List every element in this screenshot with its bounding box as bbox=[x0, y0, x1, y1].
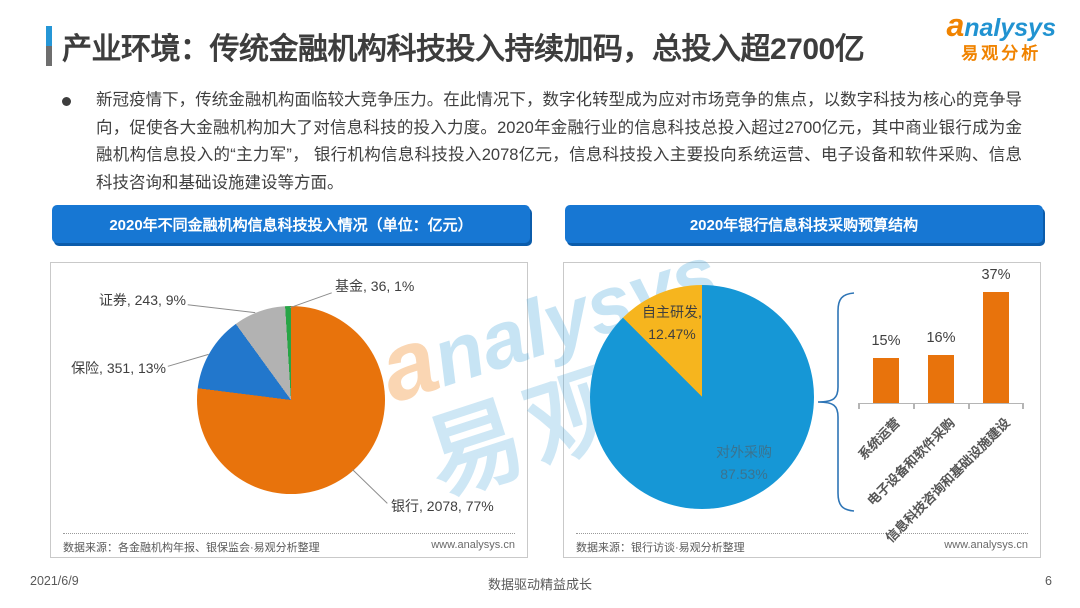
brace-connector bbox=[817, 292, 855, 512]
bar-hardware-software bbox=[928, 355, 954, 403]
right-chart-header: 2020年银行信息科技采购预算结构 bbox=[565, 205, 1043, 243]
left-source-site: www.analysys.cn bbox=[431, 539, 515, 551]
pie-callout-insurance: 保险, 351, 13% bbox=[71, 360, 166, 376]
axis-tick bbox=[968, 404, 970, 409]
logo-brand-text: nalysys bbox=[964, 14, 1056, 42]
bar-value-label: 16% bbox=[926, 330, 956, 346]
self-rd-pct: 12.47% bbox=[648, 326, 696, 342]
outsource-pct: 87.53% bbox=[720, 466, 768, 482]
footer-date: 2021/6/9 bbox=[30, 574, 79, 588]
right-source-site: www.analysys.cn bbox=[944, 539, 1028, 551]
logo-swirl-icon: a bbox=[946, 7, 965, 43]
outsource-name: 对外采购 bbox=[716, 444, 772, 460]
bar-category-label: 系统运营 bbox=[855, 415, 903, 463]
bar-system-ops bbox=[873, 358, 899, 403]
intro-paragraph: 新冠疫情下，传统金融机构面临较大竞争压力。在此情况下，数字化转型成为应对市场竞争… bbox=[96, 91, 1022, 192]
panel-divider bbox=[63, 533, 515, 534]
procurement-pie-chart bbox=[590, 285, 814, 509]
bar-consulting-infra bbox=[983, 292, 1009, 403]
right-data-source: 数据来源：银行访谈·易观分析整理 bbox=[576, 542, 745, 554]
pie-callout-fund: 基金, 36, 1% bbox=[335, 278, 415, 294]
pie-label-outsource: 对外采购 87.53% bbox=[694, 441, 794, 485]
axis-tick bbox=[1022, 404, 1024, 409]
pie-callout-securities: 证券, 243, 9% bbox=[98, 292, 186, 308]
page-title: 产业环境：传统金融机构科技投入持续加码，总投入超2700亿 bbox=[62, 33, 865, 66]
left-data-source: 数据来源：各金融机构年报、银保监会·易观分析整理 bbox=[63, 542, 320, 554]
axis-tick bbox=[858, 404, 860, 409]
logo-chinese-name: 易观分析 bbox=[961, 44, 1042, 63]
pie-label-self-rd: 自主研发, 12.47% bbox=[622, 301, 722, 345]
right-chart-panel: 自主研发, 12.47% 对外采购 87.53% 15% 16% 37% bbox=[563, 262, 1041, 558]
analysys-logo: analysys 易观分析 bbox=[946, 7, 1056, 65]
footer-slogan: 数据驱动精益成长 bbox=[487, 577, 592, 592]
left-chart-header: 2020年不同金融机构信息科技投入情况（单位：亿元） bbox=[52, 205, 530, 243]
pie-callout-bank: 银行, 2078, 77% bbox=[391, 498, 494, 514]
logo-wordmark: analysys bbox=[946, 7, 1056, 43]
budget-bar-chart: 15% 16% 37% bbox=[858, 263, 1024, 409]
panel-divider bbox=[576, 533, 1028, 534]
left-chart-panel: 基金, 36, 1% 证券, 243, 9% 保险, 351, 13% 银行, … bbox=[50, 262, 528, 558]
axis-tick bbox=[913, 404, 915, 409]
self-rd-name: 自主研发, bbox=[642, 304, 702, 320]
bar-value-label: 37% bbox=[981, 267, 1011, 283]
bar-value-label: 15% bbox=[871, 333, 901, 349]
footer-page-number: 6 bbox=[1045, 574, 1052, 588]
bullet-icon bbox=[62, 97, 71, 106]
institutions-pie-chart bbox=[197, 306, 385, 494]
title-accent-bar bbox=[46, 26, 52, 66]
